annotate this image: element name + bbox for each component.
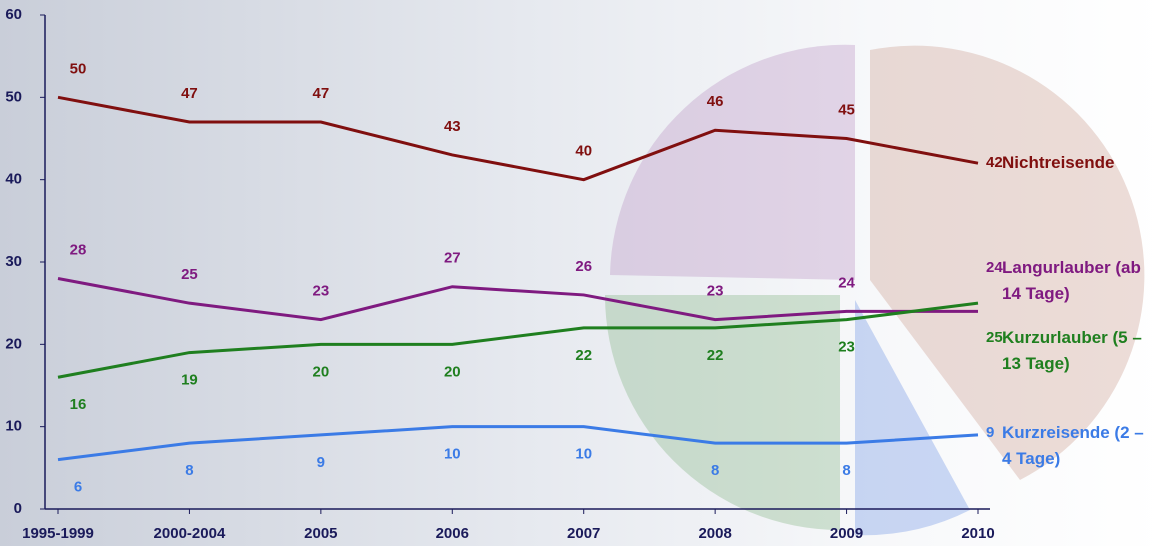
data-label: 20 xyxy=(444,363,461,380)
data-label: 23 xyxy=(313,283,330,300)
chart: 0 10 20 30 40 50 60 1995-1999 2000-2004 2005 2006 2… xyxy=(0,0,1164,546)
data-label: 24 xyxy=(986,259,1003,276)
data-label: 10 xyxy=(444,446,461,463)
data-label: 8 xyxy=(711,462,719,479)
data-label: 10 xyxy=(575,446,592,463)
y-tick-label: 0 xyxy=(14,500,22,517)
data-label: 8 xyxy=(185,462,193,479)
data-label: 6 xyxy=(74,479,82,496)
data-label: 23 xyxy=(707,283,724,300)
legend-entry: Langurlauber (ab 14 Tage) xyxy=(1002,255,1152,307)
data-label: 8 xyxy=(842,462,850,479)
y-tick-label: 10 xyxy=(5,418,22,435)
data-label: 26 xyxy=(575,258,592,275)
legend-entry: Kurzurlauber (5 – 13 Tage) xyxy=(1002,325,1152,377)
y-tick-label: 50 xyxy=(5,88,22,105)
data-label: 47 xyxy=(313,85,330,102)
data-label: 19 xyxy=(181,372,198,389)
data-label: 25 xyxy=(986,329,1003,346)
data-label: 24 xyxy=(838,274,855,291)
x-tick-label: 1995-1999 xyxy=(22,525,94,542)
data-label: 25 xyxy=(181,266,198,283)
data-label: 40 xyxy=(575,143,592,160)
data-label: 9 xyxy=(986,424,994,441)
data-label: 27 xyxy=(444,250,461,267)
x-tick-label: 2006 xyxy=(436,525,469,542)
data-label: 16 xyxy=(70,396,87,413)
data-label: 43 xyxy=(444,118,461,135)
x-tick-label: 2008 xyxy=(698,525,731,542)
legend-entry: Kurzreisende (2 – 4 Tage) xyxy=(1002,420,1152,472)
y-tick-label: 40 xyxy=(5,171,22,188)
data-label: 9 xyxy=(317,454,325,471)
legend-entry: Nichtreisende xyxy=(1002,150,1152,176)
data-label: 50 xyxy=(70,60,87,77)
x-tick-label: 2000-2004 xyxy=(154,525,226,542)
x-tick-label: 2010 xyxy=(961,525,994,542)
y-tick-label: 20 xyxy=(5,335,22,352)
data-label: 46 xyxy=(707,93,724,110)
chart-svg: 0 10 20 30 40 50 60 1995-1999 2000-2004 2005 2006 2… xyxy=(0,0,1164,546)
y-tick-label: 60 xyxy=(5,6,22,23)
y-tick-label: 30 xyxy=(5,253,22,270)
data-label: 47 xyxy=(181,85,198,102)
data-label: 22 xyxy=(707,347,724,364)
x-tick-label: 2005 xyxy=(304,525,337,542)
data-label: 45 xyxy=(838,101,855,118)
data-label: 28 xyxy=(70,241,87,258)
data-label: 23 xyxy=(838,339,855,356)
data-label: 22 xyxy=(575,347,592,364)
x-tick-label: 2009 xyxy=(830,525,863,542)
x-tick-label: 2007 xyxy=(567,525,600,542)
data-label: 42 xyxy=(986,154,1003,171)
data-label: 20 xyxy=(313,363,330,380)
